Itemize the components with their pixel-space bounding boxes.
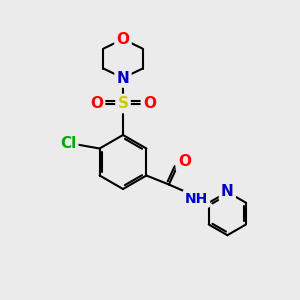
Text: S: S (118, 96, 128, 111)
Text: Cl: Cl (60, 136, 76, 152)
Text: O: O (90, 96, 103, 111)
Text: O: O (178, 154, 191, 169)
Text: N: N (117, 70, 129, 86)
Text: O: O (116, 32, 130, 46)
Text: NH: NH (185, 192, 208, 206)
Text: O: O (143, 96, 156, 111)
Text: N: N (221, 184, 234, 200)
